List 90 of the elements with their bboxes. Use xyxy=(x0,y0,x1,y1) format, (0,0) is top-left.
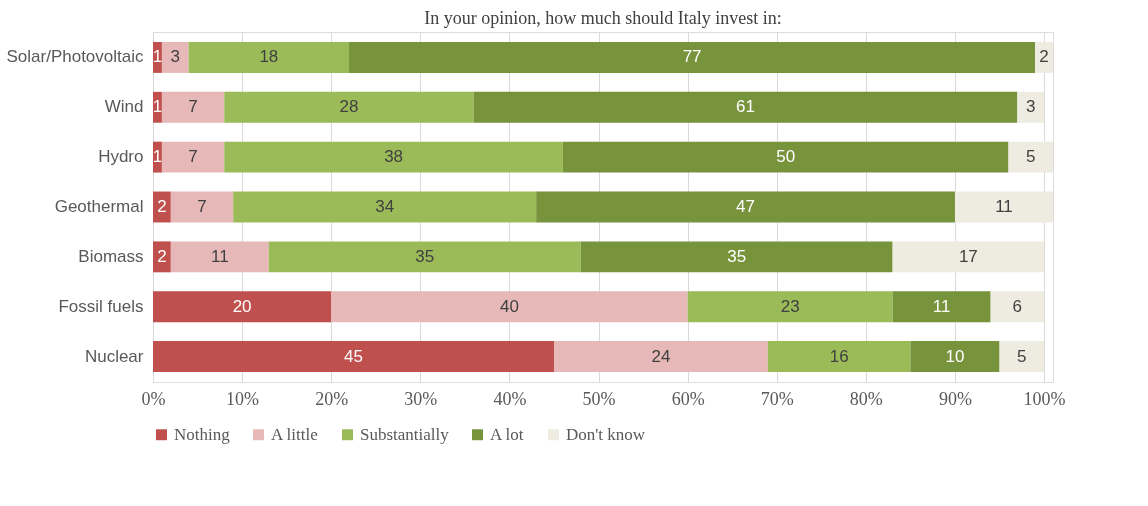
data-label: 28 xyxy=(339,97,359,117)
x-tick-label: 80% xyxy=(849,388,883,409)
data-label: 2 xyxy=(1039,47,1049,67)
bar xyxy=(892,241,1045,273)
legend-label: Don't know xyxy=(566,424,646,444)
data-label: 77 xyxy=(682,47,702,67)
bar xyxy=(562,141,1009,173)
data-label: 7 xyxy=(188,97,198,117)
y-tick-label: Nuclear xyxy=(84,346,144,366)
bar xyxy=(170,191,234,223)
data-label: 10 xyxy=(945,346,965,366)
x-tick-label: 40% xyxy=(493,388,527,409)
bar xyxy=(170,241,269,273)
legend-label: A lot xyxy=(490,424,524,444)
data-label: 3 xyxy=(170,47,181,67)
x-tick-label: 60% xyxy=(671,388,705,409)
bar xyxy=(990,291,1045,323)
data-label: 1 xyxy=(152,147,163,167)
y-tick-label: Wind xyxy=(104,97,144,117)
bar xyxy=(1017,91,1045,123)
data-label: 11 xyxy=(211,246,229,266)
data-label: 35 xyxy=(415,246,435,266)
bar xyxy=(910,341,1000,373)
bar xyxy=(580,241,893,273)
data-label: 50 xyxy=(776,147,796,167)
data-label: 40 xyxy=(499,296,519,316)
data-label: 1 xyxy=(152,97,163,117)
bar xyxy=(161,141,225,173)
data-label: 5 xyxy=(1017,346,1027,366)
data-label: 11 xyxy=(932,296,951,316)
data-label: 61 xyxy=(736,97,756,117)
bar xyxy=(999,341,1045,373)
data-label: 5 xyxy=(1025,147,1036,167)
y-tick-label: Fossil fuels xyxy=(58,296,144,316)
data-label: 11 xyxy=(995,197,1013,216)
data-label: 2 xyxy=(157,246,167,266)
x-tick-label: 70% xyxy=(760,388,794,409)
data-label: 45 xyxy=(344,346,363,366)
x-tick-label: 0% xyxy=(141,388,166,409)
data-label: 2 xyxy=(157,197,167,216)
data-label: 38 xyxy=(384,147,404,167)
x-tick-label: 50% xyxy=(582,388,616,409)
legend-label: Nothing xyxy=(174,424,231,444)
bar xyxy=(1008,141,1053,173)
data-label: 20 xyxy=(232,296,252,316)
bar xyxy=(161,91,225,123)
x-tick-label: 20% xyxy=(315,388,349,409)
bar xyxy=(153,241,171,273)
bar xyxy=(349,41,1036,73)
bar xyxy=(224,141,563,173)
y-tick-label: Solar/Photovoltaic xyxy=(6,47,144,67)
bar xyxy=(153,291,332,323)
bar xyxy=(188,41,350,73)
bar xyxy=(161,41,189,73)
bar xyxy=(473,91,1018,123)
x-tick-label: 30% xyxy=(404,388,438,409)
x-tick-label: 90% xyxy=(938,388,972,409)
x-tick-label: 100% xyxy=(1023,388,1066,409)
bar xyxy=(331,291,688,323)
data-label: 23 xyxy=(780,296,800,316)
data-label: 17 xyxy=(958,246,978,266)
data-label: 35 xyxy=(727,246,747,266)
data-label: 1 xyxy=(152,47,163,67)
chart-title: In your opinion, how much should Italy invest in: xyxy=(424,8,782,28)
bar xyxy=(892,291,991,323)
x-tick-label: 10% xyxy=(226,388,260,409)
data-label: 24 xyxy=(651,346,671,366)
data-label: 18 xyxy=(259,47,279,67)
data-label: 7 xyxy=(188,147,198,167)
legend-label: Substantially xyxy=(360,424,450,444)
data-label: 16 xyxy=(829,346,849,366)
bar xyxy=(1035,41,1053,73)
y-tick-label: Biomass xyxy=(78,246,144,266)
data-label: 6 xyxy=(1012,296,1023,316)
legend-label: A little xyxy=(271,424,318,444)
bar xyxy=(268,241,581,273)
bar xyxy=(553,341,768,373)
y-tick-label: Hydro xyxy=(98,147,144,167)
y-tick-label: Geothermal xyxy=(54,197,144,216)
bar xyxy=(153,341,554,373)
bar xyxy=(224,91,474,123)
data-label: 3 xyxy=(1025,97,1036,117)
bar xyxy=(767,341,911,373)
bar xyxy=(536,191,955,223)
data-label: 34 xyxy=(375,197,395,216)
bar xyxy=(233,191,537,223)
bar xyxy=(954,191,1053,223)
data-label: 47 xyxy=(736,197,756,216)
data-label: 7 xyxy=(197,197,207,216)
bar xyxy=(687,291,893,323)
